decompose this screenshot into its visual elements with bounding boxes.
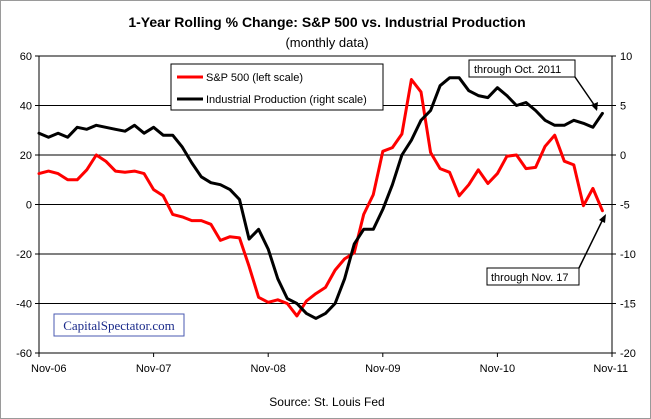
chart-source: Source: St. Louis Fed	[269, 395, 384, 409]
y-right-tick-label: 10	[620, 51, 632, 63]
x-tick-label: Nov-06	[31, 363, 66, 375]
x-tick-label: Nov-09	[365, 363, 400, 375]
annotation-sp500: through Nov. 17	[486, 214, 606, 286]
y-left-tick-label: 0	[26, 200, 32, 212]
legend-label-indpro: Industrial Production (right scale)	[206, 94, 367, 106]
annotation-sp500-box	[486, 267, 580, 286]
legend-box	[170, 63, 384, 111]
y-left-tick-label: -60	[16, 348, 32, 360]
annotation-indpro-text: through Oct. 2011	[474, 64, 561, 76]
annotation-sp500-arrowhead	[599, 214, 606, 223]
series-line-sp500	[37, 78, 604, 318]
annotation-indpro-arrow	[574, 76, 598, 110]
watermark-text: CapitalSpectator.com	[63, 318, 175, 333]
y-left-tick-label: 60	[20, 51, 32, 63]
chart-subtitle: (monthly data)	[285, 35, 368, 50]
x-tick-label: Nov-10	[480, 363, 515, 375]
x-tick-label: Nov-11	[593, 363, 628, 375]
y-left-tick-label: 40	[20, 101, 32, 113]
chart-title: 1-Year Rolling % Change: S&P 500 vs. Ind…	[128, 14, 525, 30]
series-layer	[37, 76, 604, 320]
annotation-sp500-text: through Nov. 17	[491, 272, 568, 284]
series-line-indpro	[37, 76, 604, 320]
annotation-indpro: through Oct. 2011	[468, 59, 598, 111]
y-right-tick-label: -5	[620, 200, 630, 212]
annotation-indpro-box	[468, 59, 576, 78]
y-right-tick-label: -10	[620, 249, 636, 261]
watermark-box	[53, 313, 185, 337]
axis-ticks: 60 40 20 0 -20 -40 -60 10 5 0 -5 -10 -15 -20 Nov-06 Nov…	[16, 51, 636, 375]
annotation-indpro-arrowhead	[591, 102, 598, 111]
y-right-tick-label: 5	[620, 101, 626, 113]
y-right-tick-label: -20	[620, 348, 636, 360]
y-left-tick-label: -20	[16, 249, 32, 261]
y-left-tick-label: 20	[20, 150, 32, 162]
annotation-sp500-arrow	[578, 216, 605, 269]
y-right-tick-label: -15	[620, 299, 636, 311]
x-tick-label: Nov-08	[250, 363, 285, 375]
x-tick-label: Nov-07	[136, 363, 171, 375]
y-left-tick-label: -40	[16, 299, 32, 311]
legend-label-sp500: S&P 500 (left scale)	[206, 72, 303, 84]
legend: S&P 500 (left scale) Industrial Producti…	[170, 63, 384, 111]
y-right-tick-label: 0	[620, 150, 626, 162]
watermark: CapitalSpectator.com	[53, 313, 185, 337]
